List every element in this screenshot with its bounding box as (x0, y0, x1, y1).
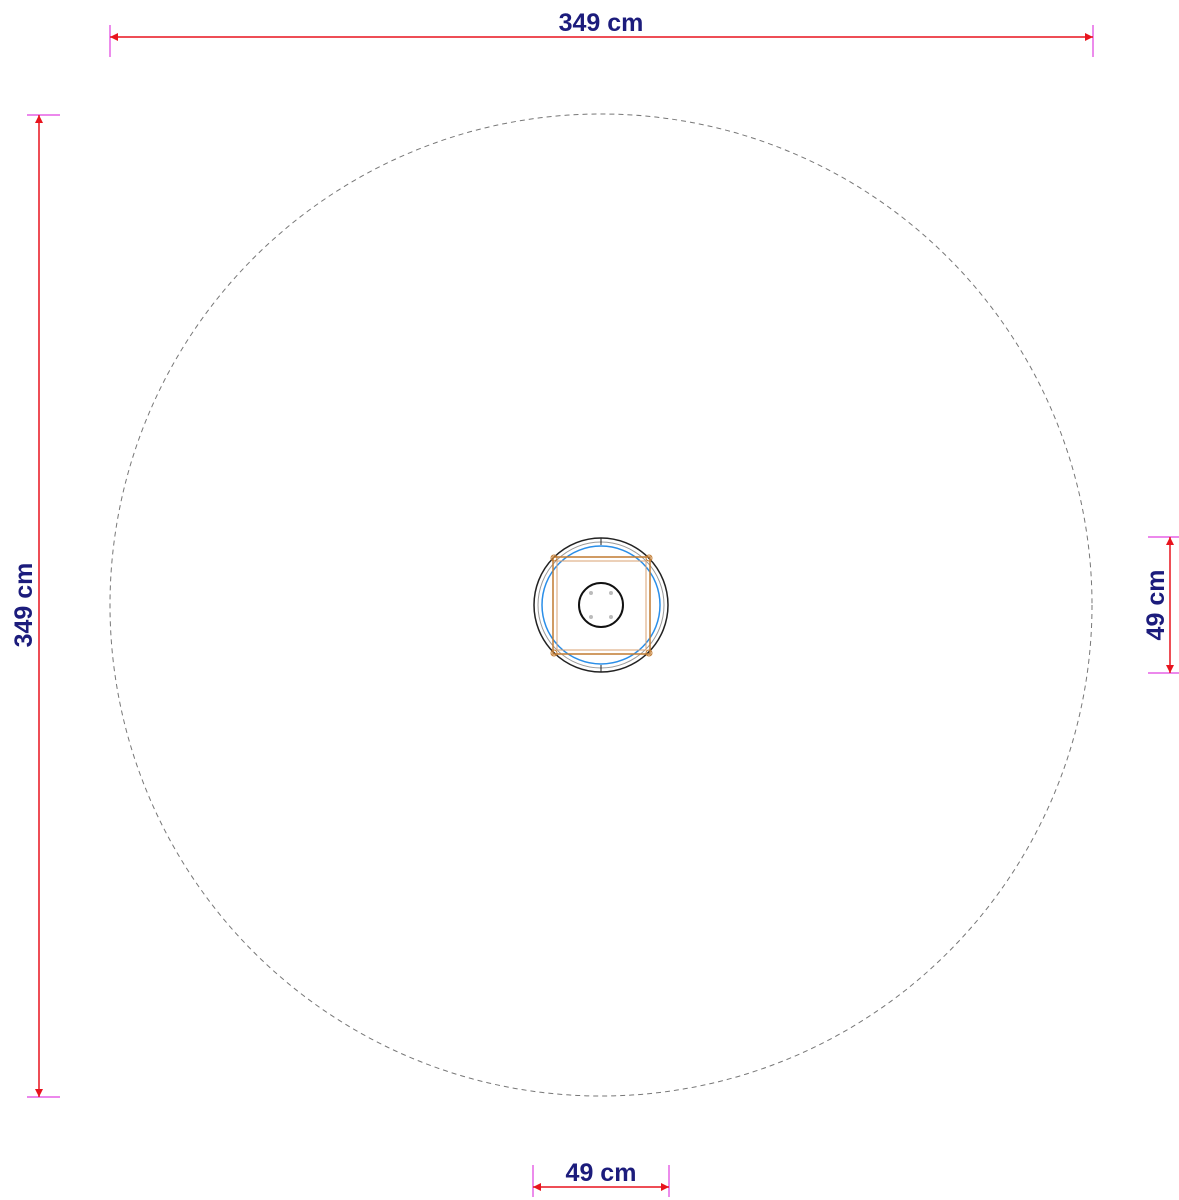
left-dimension: 349 cm (10, 114, 60, 1098)
center-object (533, 537, 669, 673)
boundary-circle (109, 113, 1093, 1097)
top-dimension: 349 cm (109, 9, 1094, 57)
dimension-label: 349 cm (10, 563, 38, 648)
right-dimension: 49 cm (1142, 536, 1179, 674)
dimension-label: 49 cm (566, 1159, 637, 1187)
dimension-label: 349 cm (559, 9, 644, 37)
dimension-label: 49 cm (1142, 570, 1170, 641)
bottom-dimension: 49 cm (532, 1159, 670, 1197)
